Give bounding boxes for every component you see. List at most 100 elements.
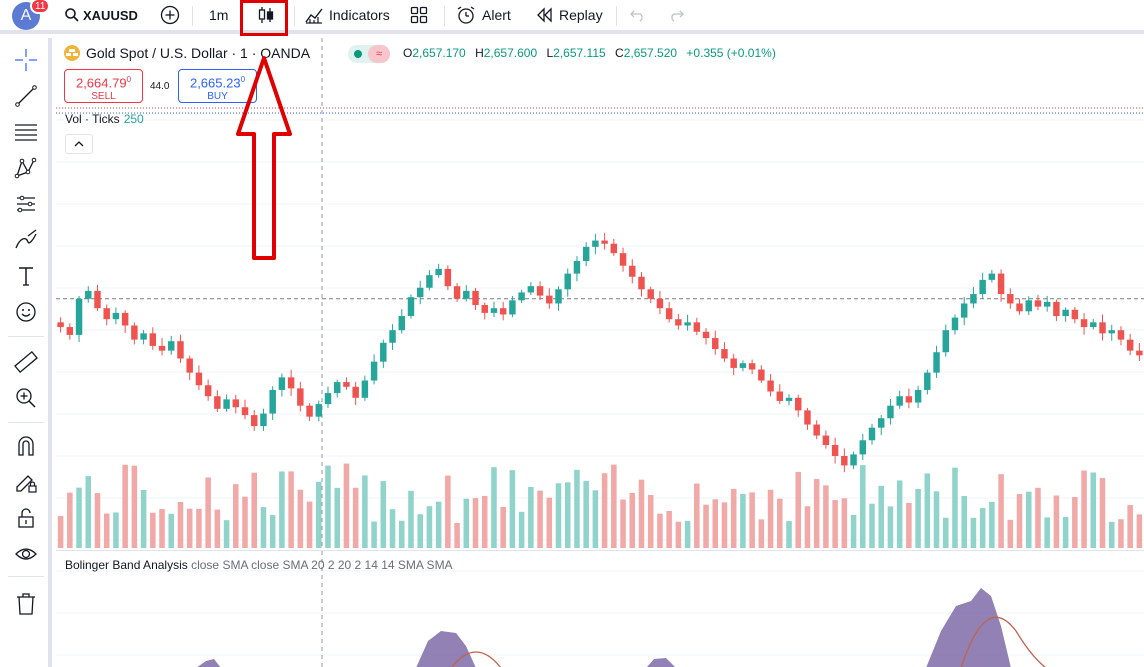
candle — [186, 355, 193, 381]
candle — [499, 301, 507, 321]
volume-bar — [795, 471, 802, 548]
lock-all-tool[interactable] — [12, 504, 40, 532]
candle — [536, 281, 544, 301]
symbol-title: Gold Spot / U.S. Dollar · 1 · OANDA — [86, 45, 311, 61]
candle — [260, 408, 267, 431]
volume-bar — [1081, 470, 1087, 548]
indicators-button[interactable]: Indicators — [304, 0, 390, 30]
volume-bar — [528, 486, 534, 548]
buy-label: BUY — [207, 91, 228, 103]
spread-value: 44.0 — [150, 81, 170, 92]
replay-button[interactable]: Replay — [536, 0, 603, 30]
candle — [942, 324, 949, 357]
forecasting-tool[interactable] — [12, 190, 40, 218]
volume-bar — [85, 476, 92, 548]
remove-drawings-tool[interactable] — [12, 590, 40, 618]
volume-bar — [269, 515, 276, 548]
volume-bar — [371, 521, 377, 548]
search-icon — [65, 8, 79, 22]
volume-bar — [758, 519, 765, 548]
candle — [804, 407, 811, 430]
candle — [389, 324, 396, 350]
volume-bar — [1136, 514, 1143, 548]
candle — [665, 302, 673, 323]
sell-button[interactable]: 2,664.790 SELL — [64, 69, 143, 103]
brush-tool[interactable] — [12, 226, 40, 254]
candle — [398, 309, 405, 334]
toolbar-divider — [616, 6, 617, 26]
oscillator-legend[interactable]: Bolinger Band Analysis close SMA close S… — [65, 558, 453, 572]
alert-label: Alert — [482, 7, 511, 23]
market-status[interactable]: ≈ — [348, 45, 390, 63]
hide-drawings-tool[interactable] — [12, 540, 40, 568]
symbol-legend[interactable]: Gold Spot / U.S. Dollar · 1 · OANDA — [64, 45, 310, 61]
oscillator-line — [960, 616, 1046, 667]
volume-label: Vol · Ticks — [65, 112, 120, 126]
volume-bar — [1090, 472, 1097, 548]
candle — [343, 377, 350, 390]
volume-bar — [684, 520, 691, 548]
compare-button[interactable] — [160, 0, 180, 30]
volume-bar — [500, 506, 506, 548]
candle — [924, 369, 931, 395]
volume-bar — [380, 481, 387, 548]
candle — [149, 327, 157, 350]
volume-bar — [574, 469, 580, 548]
candle — [850, 451, 857, 469]
volume-bar — [518, 511, 525, 548]
icon-tool[interactable] — [12, 298, 40, 326]
pattern-tool[interactable] — [12, 154, 40, 182]
redo-button[interactable] — [668, 0, 684, 30]
candle — [426, 270, 433, 291]
main-chart-pane[interactable]: Gold Spot / U.S. Dollar · 1 · OANDA ≈ O2… — [56, 38, 1144, 548]
zoom-tool[interactable] — [12, 384, 40, 412]
replay-label: Replay — [559, 7, 603, 23]
lock-drawing-tool[interactable] — [12, 468, 40, 496]
volume-bar — [325, 465, 331, 548]
volume-bar — [1044, 517, 1050, 548]
price-chart[interactable] — [56, 38, 1144, 548]
text-tool[interactable] — [12, 262, 40, 290]
magnet-tool[interactable] — [12, 432, 40, 460]
chart-type-button[interactable] — [256, 0, 276, 30]
chevron-up-icon — [74, 141, 84, 147]
alert-button[interactable]: Alert — [456, 0, 511, 30]
candle — [509, 295, 516, 318]
candle — [518, 289, 525, 304]
chart-type-highlight-annotation — [240, 0, 288, 36]
trend-line-icon — [15, 85, 37, 107]
crosshair-tool[interactable] — [12, 46, 40, 74]
volume-bar — [804, 506, 811, 548]
candle — [675, 313, 682, 330]
volume-bar — [989, 501, 995, 548]
candle — [177, 334, 184, 363]
oscillator-pane[interactable]: Bolinger Band Analysis close SMA close S… — [56, 550, 1144, 667]
candle — [490, 301, 498, 318]
volume-bar — [316, 481, 322, 548]
candle — [813, 420, 820, 440]
symbol-search[interactable]: XAUUSD — [64, 0, 138, 30]
layouts-button[interactable] — [410, 0, 428, 30]
candle — [546, 288, 553, 309]
candle — [758, 365, 765, 384]
candle — [877, 415, 885, 436]
open-value: 2,657.170 — [412, 46, 466, 60]
volume-bar — [749, 492, 755, 548]
horizontal-lines-tool[interactable] — [12, 118, 40, 146]
collapse-legend-button[interactable] — [65, 134, 93, 154]
trend-line-tool[interactable] — [12, 82, 40, 110]
crosshair-icon — [15, 49, 37, 71]
buy-button[interactable]: 2,665.230 BUY — [178, 69, 257, 103]
volume-bar — [546, 497, 553, 548]
volume-legend[interactable]: Vol · Ticks 250 — [65, 112, 144, 126]
volume-bar — [703, 504, 709, 548]
volume-bar — [1007, 519, 1014, 548]
candle — [748, 359, 756, 375]
measure-tool[interactable] — [12, 348, 40, 376]
interval-button[interactable]: 1m — [209, 7, 229, 23]
volume-bar — [481, 495, 488, 548]
candle — [453, 283, 461, 303]
undo-button[interactable] — [630, 0, 646, 30]
smiley-icon — [16, 302, 36, 322]
volume-bar — [177, 501, 184, 548]
